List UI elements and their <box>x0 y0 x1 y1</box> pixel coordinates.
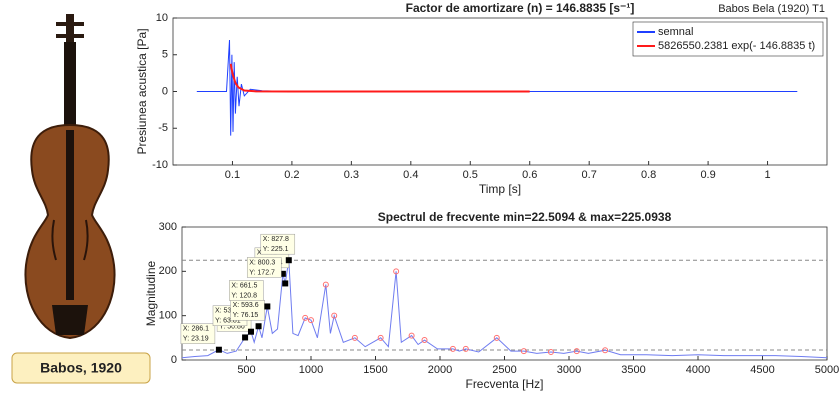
x-tick-label: 4500 <box>750 364 774 376</box>
datatip-y: Y: 63.81 <box>215 318 241 325</box>
datatip-x: X: 534.8 <box>215 308 241 315</box>
x-tick-label: 3500 <box>621 364 645 376</box>
peak-marker <box>351 334 358 341</box>
datatip-x: X: 800.3 <box>249 259 275 266</box>
x-tick-label: 0.3 <box>344 169 359 181</box>
peak-marker <box>520 348 527 355</box>
y-tick-label: -10 <box>152 159 168 171</box>
datatip-x: X: 593.6 <box>233 302 259 309</box>
datatip-y: Y: 120.8 <box>231 292 257 299</box>
x-tick-label: 5000 <box>815 364 839 376</box>
legend-box <box>632 21 824 57</box>
y-tick-label: 10 <box>156 12 168 24</box>
x-tick-label: 500 <box>237 364 255 376</box>
chinrest <box>52 305 88 335</box>
peak-marker <box>493 334 500 341</box>
x-tick-label: 0.5 <box>463 169 478 181</box>
datatip-marker <box>279 270 286 277</box>
datatip-box <box>180 323 216 344</box>
peak-marker <box>393 268 400 275</box>
series-line <box>229 63 530 93</box>
y-tick-label: -5 <box>158 122 168 134</box>
datatip-y: Y: 23.19 <box>183 336 209 343</box>
x-tick-label: 0.4 <box>403 169 418 181</box>
peg <box>56 22 84 26</box>
peak-marker <box>547 349 554 356</box>
x-tick-label: 0.1 <box>225 169 240 181</box>
datatip-marker <box>247 328 254 335</box>
y-tick-label: 0 <box>162 85 168 97</box>
y-tick-label: 200 <box>159 265 177 277</box>
peak-marker <box>377 334 384 341</box>
fingerboard <box>66 130 74 300</box>
datatip-y: Y: 50.86 <box>219 323 245 330</box>
legend-label: semnal <box>658 26 693 38</box>
peg <box>56 34 84 38</box>
peak-marker <box>449 345 456 352</box>
peak-marker <box>331 312 338 319</box>
datatip-marker <box>285 257 292 264</box>
y-tick-label: 0 <box>171 354 177 366</box>
peak-marker <box>308 317 314 324</box>
annotation: Babos Bela (1920) T1 <box>718 3 825 15</box>
series-line <box>181 260 828 359</box>
datatip-box <box>260 233 296 255</box>
x-axis-label: Timp [s] <box>479 182 521 196</box>
datatip-y: Y: 76.15 <box>233 312 259 319</box>
datatip-y: Y: 172.7 <box>249 269 275 276</box>
x-tick-label: 0.9 <box>700 169 715 181</box>
peak-marker <box>462 345 469 352</box>
datatip-marker <box>255 323 262 330</box>
x-axis-label: Frecventa [Hz] <box>465 377 543 391</box>
x-tick-label: 0.8 <box>641 169 656 181</box>
datatip-marker <box>264 303 271 310</box>
legend-label: 5826550.2381 exp(- 146.8835 t) <box>658 40 815 52</box>
peak-marker <box>573 348 580 355</box>
chart-title: Spectrul de frecvente min=22.5094 & max=… <box>378 210 672 224</box>
y-tick-label: 5 <box>162 49 168 61</box>
x-tick-label: 2500 <box>492 364 516 376</box>
y-tick-label: 300 <box>159 221 177 233</box>
x-tick-label: 3000 <box>557 364 581 376</box>
datatip-box <box>246 257 282 278</box>
y-tick-label: 100 <box>159 310 177 322</box>
x-tick-label: 1500 <box>363 364 387 376</box>
x-tick-label: 4000 <box>686 364 710 376</box>
x-tick-label: 0.7 <box>582 169 597 181</box>
datatip-box <box>229 280 264 301</box>
scroll <box>66 14 74 44</box>
f-holes <box>51 219 89 261</box>
datatip-marker <box>242 334 249 341</box>
x-tick-label: 2000 <box>428 364 452 376</box>
x-tick-label: 1 <box>764 169 770 181</box>
chart-title: Factor de amortizare (n) = 146.8835 [s⁻¹… <box>406 1 635 15</box>
peak-marker <box>302 314 309 321</box>
neck <box>64 42 76 132</box>
peak-marker <box>322 281 329 288</box>
datatip-x: X: 827.8 <box>263 236 289 243</box>
peak-marker <box>408 332 415 339</box>
peak-marker <box>602 347 609 354</box>
x-tick-label: 0.2 <box>284 169 299 181</box>
datatip-marker <box>282 280 289 287</box>
caption-box <box>11 352 151 384</box>
datatip-marker <box>215 346 222 353</box>
datatip-x: X: 661.5 <box>231 282 257 289</box>
x-tick-label: 1000 <box>299 364 323 376</box>
y-axis-label: Magnitudine <box>144 260 158 326</box>
caption: Babos, 1920 <box>40 360 122 376</box>
violin-picture <box>24 14 116 340</box>
x-tick-label: 0.6 <box>522 169 537 181</box>
peak-marker <box>421 337 428 344</box>
datatip-y: Y: 225.1 <box>263 246 289 253</box>
datatip-x: X: 286.1 <box>183 326 209 333</box>
y-axis-label: Presiunea acustica [Pa] <box>135 28 149 154</box>
